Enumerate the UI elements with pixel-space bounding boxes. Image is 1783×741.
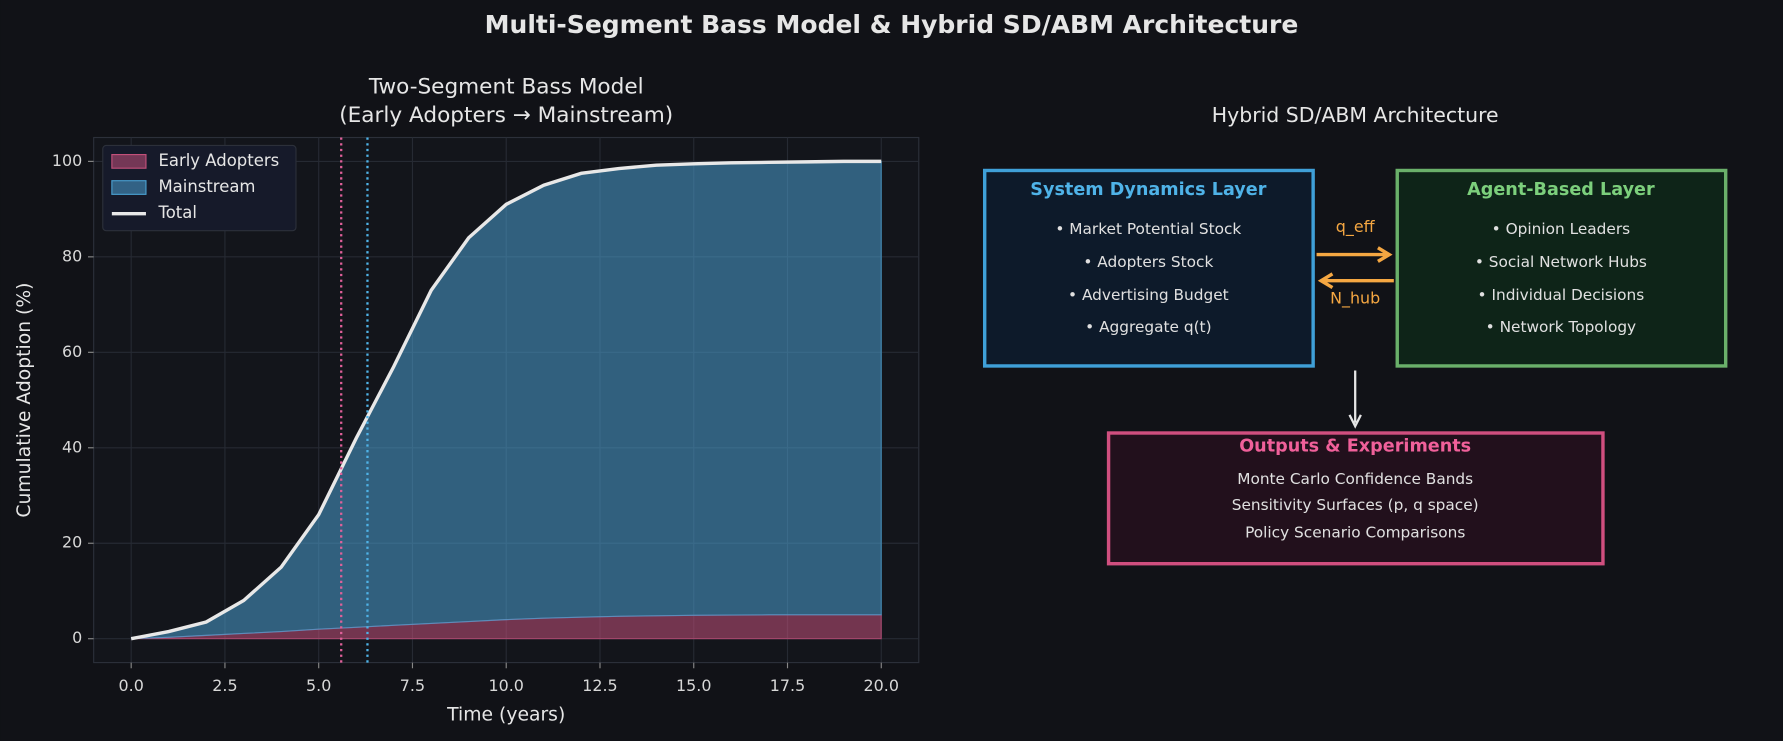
- abm-box: [1395, 168, 1728, 368]
- y-tick-label: 40: [62, 437, 82, 456]
- y-tick-label: 100: [52, 151, 82, 170]
- x-tick-label: 10.0: [489, 676, 524, 695]
- arrow: [1348, 370, 1362, 429]
- y-tick-label: 0: [72, 628, 82, 647]
- x-tick-label: 2.5: [212, 676, 237, 695]
- legend-label: Total: [157, 203, 196, 222]
- edge-label: q_eff: [1336, 217, 1376, 237]
- x-tick-label: 7.5: [400, 676, 425, 695]
- edge-label: N_hub: [1330, 288, 1380, 308]
- y-tick-label: 80: [62, 246, 82, 265]
- y-axis-label: Cumulative Adoption (%): [14, 283, 35, 518]
- legend-swatch: [111, 153, 147, 169]
- box-item: Sensitivity Surfaces (p, q space): [1232, 496, 1479, 514]
- y-tick-label: 20: [62, 533, 82, 552]
- legend-label: Early Adopters: [158, 151, 279, 170]
- box-item: • Aggregate q(t): [1085, 318, 1211, 336]
- figure-title: Multi-Segment Bass Model & Hybrid SD/ABM…: [485, 10, 1299, 39]
- box-title: System Dynamics Layer: [1030, 180, 1266, 200]
- box-item: • Market Potential Stock: [1055, 220, 1241, 238]
- x-tick-label: 5.0: [306, 676, 331, 695]
- outputs-box: [1106, 431, 1605, 566]
- legend-box: [102, 144, 297, 232]
- y-tick-label: 60: [62, 342, 82, 361]
- total-line: [130, 159, 882, 641]
- box-item: • Opinion Leaders: [1492, 220, 1630, 238]
- box-item: • Advertising Budget: [1068, 286, 1229, 304]
- arrows: [1316, 246, 1394, 289]
- x-axis-label: Time (years): [446, 704, 565, 725]
- legend-label: Mainstream: [158, 177, 255, 196]
- chart-title: (Early Adopters → Mainstream): [339, 103, 673, 128]
- box-item: Policy Scenario Comparisons: [1245, 524, 1465, 542]
- box-item: • Adopters Stock: [1083, 253, 1213, 271]
- x-tick-label: 20.0: [864, 676, 899, 695]
- box-item: • Network Topology: [1486, 318, 1636, 336]
- chart-title: Two-Segment Bass Model: [368, 75, 644, 100]
- x-tick-label: 15.0: [676, 676, 711, 695]
- box-item: • Individual Decisions: [1478, 286, 1645, 304]
- box-item: Monte Carlo Confidence Bands: [1237, 470, 1473, 488]
- arrow: [1316, 246, 1393, 263]
- legend-swatch: [111, 180, 147, 195]
- box-title: Outputs & Experiments: [1239, 437, 1471, 457]
- sd-box: [982, 168, 1315, 368]
- diagram: Hybrid SD/ABM Architecture System Dynami…: [982, 103, 1728, 566]
- x-tick-label: 12.5: [582, 676, 617, 695]
- box-title: Agent-Based Layer: [1467, 180, 1655, 200]
- diagram-title: Hybrid SD/ABM Architecture: [1212, 103, 1499, 127]
- x-tick-label: 0.0: [119, 676, 144, 695]
- box-item: • Social Network Hubs: [1475, 253, 1647, 271]
- arrow: [1317, 272, 1394, 289]
- x-tick-label: 17.5: [770, 676, 805, 695]
